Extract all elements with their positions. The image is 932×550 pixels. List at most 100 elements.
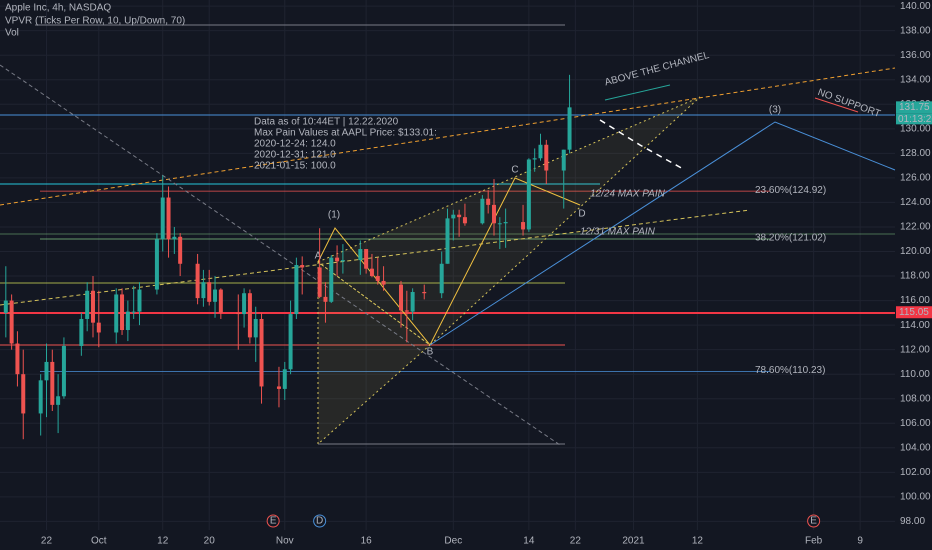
- x-tick-label: Feb: [805, 536, 823, 547]
- candle-body: [544, 144, 549, 171]
- wave-line: [429, 121, 896, 346]
- price-axis-bg: [895, 0, 932, 550]
- fib-label: 38.20%(121.02): [755, 233, 826, 244]
- candle-body: [195, 263, 200, 299]
- candle-body: [317, 267, 322, 297]
- candle-body: [178, 236, 183, 264]
- candle-body: [410, 291, 415, 312]
- candle-body: [242, 293, 247, 315]
- candle-body: [457, 214, 462, 218]
- symbol: Apple Inc, 4h, NASDAQ: [5, 3, 111, 14]
- countdown-bg: [896, 113, 932, 125]
- countdown: 01:13:26: [898, 114, 932, 125]
- x-tick-label: 16: [361, 536, 373, 547]
- event-marker: [807, 514, 821, 528]
- candle-body: [561, 149, 566, 171]
- candle-body: [207, 282, 212, 302]
- y-tick-label: 114.00: [900, 320, 930, 331]
- candle-body: [381, 280, 386, 285]
- candle-body: [288, 314, 293, 370]
- candle-body: [503, 222, 508, 224]
- candle-body: [369, 268, 374, 277]
- candle-body: [567, 107, 572, 150]
- wave-label: (3): [769, 105, 781, 116]
- y-tick-label: 104.00: [900, 442, 931, 453]
- x-tick-label: Nov: [276, 536, 294, 547]
- candle-body: [404, 310, 409, 312]
- y-tick-label: 130.00: [900, 123, 931, 134]
- y-tick-label: 102.00: [900, 467, 931, 478]
- candle-body: [358, 249, 363, 261]
- indicator: VPVR (Ticks Per Row, 10, Up/Down, 70): [5, 16, 185, 27]
- candle-body: [9, 300, 14, 344]
- x-tick-label: 9: [857, 536, 863, 547]
- candle-body: [439, 263, 444, 294]
- triangle: [317, 261, 431, 446]
- candle-body: [137, 289, 142, 312]
- candle-body: [44, 361, 49, 381]
- candle-body: [486, 198, 491, 205]
- y-tick-label: 106.00: [900, 418, 931, 429]
- drawings: [0, 24, 896, 446]
- candle-body: [160, 197, 165, 240]
- candle-body: [85, 290, 90, 319]
- candle-body: [50, 361, 55, 405]
- candle-body: [329, 257, 334, 302]
- candle-body: [538, 144, 543, 159]
- y-tick-label: 100.00: [900, 492, 931, 503]
- x-tick-label: 20: [204, 536, 216, 547]
- point-label: C: [511, 165, 518, 176]
- candle-body: [96, 322, 101, 333]
- y-tick-label: 140.00: [900, 1, 931, 12]
- candle-body: [521, 222, 526, 230]
- candle-body: [201, 282, 206, 299]
- candle-body: [445, 218, 450, 264]
- x-tick-label: 12: [157, 536, 169, 547]
- candle-body: [491, 204, 496, 224]
- candle-body: [532, 158, 537, 160]
- candle-body: [276, 386, 281, 389]
- price-tag-label: 115.05: [899, 307, 929, 318]
- channel: [317, 96, 701, 346]
- candle-body: [375, 276, 380, 281]
- x-tick-label: 14: [523, 536, 535, 547]
- candle-body: [399, 284, 404, 311]
- y-tick-label: 112.00: [900, 344, 930, 355]
- x-tick-label: 22: [570, 536, 582, 547]
- candle-body: [218, 289, 223, 313]
- candle-body: [480, 198, 485, 224]
- volume-label: Vol: [5, 28, 19, 39]
- candle-body: [3, 300, 8, 313]
- trend-line: [0, 64, 561, 446]
- candle-body: [451, 214, 456, 219]
- candle-body: [282, 369, 287, 389]
- event-label: E: [270, 516, 277, 527]
- y-tick-label: 134.00: [900, 74, 931, 85]
- y-tick-label: 136.00: [900, 50, 931, 61]
- info-line: 2021-01-15: 100.0: [254, 161, 336, 172]
- x-tick-label: 12: [692, 536, 704, 547]
- y-tick-label: 124.00: [900, 197, 931, 208]
- candle-body: [335, 257, 340, 262]
- candle-body: [259, 318, 264, 387]
- annotation: 12/31 MAX PAIN: [580, 227, 656, 238]
- candle-body: [364, 249, 369, 269]
- candle-body: [172, 236, 177, 240]
- candle-body: [340, 260, 345, 262]
- y-tick-label: 122.00: [900, 222, 931, 233]
- annotation: 12/24 MAX PAIN: [590, 189, 666, 200]
- projection: [599, 119, 686, 171]
- candle-body: [154, 239, 159, 290]
- y-tick-label: 98.00: [900, 516, 925, 527]
- y-tick-label: 138.00: [900, 25, 931, 36]
- y-tick-label: 108.00: [900, 393, 931, 404]
- trend-line: [0, 67, 896, 206]
- candle-body: [125, 311, 130, 331]
- x-tick-label: 2021: [622, 536, 645, 547]
- candle-body: [497, 223, 502, 225]
- candle-body: [294, 265, 299, 315]
- y-tick-label: 118.00: [900, 271, 930, 282]
- candle-body: [56, 396, 61, 405]
- info-line: Max Pain Values at AAPL Price: $133.01:: [254, 128, 437, 139]
